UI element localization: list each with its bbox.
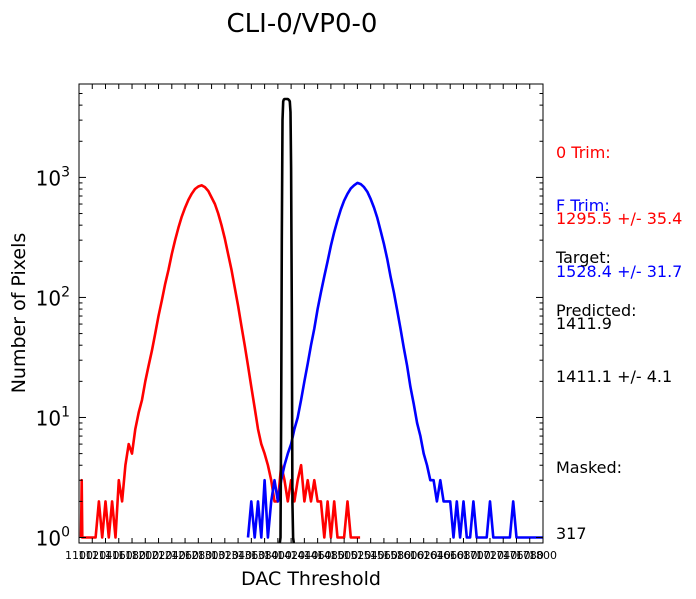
x-tick-label: 1700 (463, 549, 491, 562)
annotation-0-trim-label: 0 Trim: (556, 143, 611, 162)
annotation-0-trim: 0 Trim: 1295.5 +/- 35.4 (556, 98, 682, 252)
x-tick-label: 1160 (105, 549, 133, 562)
x-tick-label: 1780 (516, 549, 544, 562)
x-axis-label: DAC Threshold (241, 568, 381, 590)
x-tick-label: 1580 (383, 549, 411, 562)
x-tick-label: 1640 (423, 549, 451, 562)
y-axis-label: Number of Pixels (8, 233, 30, 394)
annotation-target: Target: 1411.9 (556, 203, 612, 357)
series-line-2 (278, 97, 296, 543)
annotation-f-trim-label: F Trim: (556, 196, 610, 215)
x-tick-label: 1540 (357, 549, 385, 562)
x-tick-label: 1660 (436, 549, 464, 562)
annotation-predicted-value: 1411.1 +/- 4.1 (556, 367, 673, 386)
annotation-0-trim-value: 1295.5 +/- 35.4 (556, 209, 683, 228)
x-tick-label: 1380 (251, 549, 279, 562)
y-tick-label: 102 (36, 284, 70, 310)
y-tick-label: 103 (36, 164, 70, 190)
plot-frame (78, 83, 544, 544)
x-tick-label: 1800 (529, 549, 557, 562)
x-tick-label: 1480 (317, 549, 345, 562)
x-tick-label: 1360 (237, 549, 265, 562)
x-tick-label: 1560 (370, 549, 398, 562)
x-tick-label: 1520 (343, 549, 371, 562)
x-tick-label: 1620 (410, 549, 438, 562)
x-tick-label: 1320 (211, 549, 239, 562)
x-tick-label: 1120 (78, 549, 106, 562)
x-tick-label: 1280 (184, 549, 212, 562)
annotation-target-label: Target: (556, 248, 611, 267)
x-tick-label: 1680 (449, 549, 477, 562)
x-tick-label: 1100 (65, 549, 93, 562)
annotation-masked-value: 317 (556, 524, 587, 543)
annotation-predicted-label: Predicted: (556, 301, 637, 320)
x-tick-label: 1760 (502, 549, 530, 562)
x-tick-label: 1340 (224, 549, 252, 562)
x-tick-label: 1420 (277, 549, 305, 562)
x-tick-label: 1400 (264, 549, 292, 562)
annotation-masked-label: Masked: (556, 458, 623, 477)
x-tick-label: 1720 (476, 549, 504, 562)
x-tick-label: 1600 (396, 549, 424, 562)
x-tick-label: 1140 (92, 549, 120, 562)
series-line-0 (79, 184, 361, 539)
x-tick-label: 1740 (489, 549, 517, 562)
x-tick-label: 1500 (330, 549, 358, 562)
x-tick-label: 1440 (290, 549, 318, 562)
y-axis-ticks: 100 101 102 103 (36, 83, 543, 551)
x-tick-label: 1300 (198, 549, 226, 562)
annotation-predicted: Predicted: 1411.1 +/- 4.1 (556, 256, 672, 410)
y-tick-label: 101 (36, 404, 70, 430)
x-tick-label: 1260 (171, 549, 199, 562)
chart-title: CLI-0/VP0-0 (227, 9, 378, 39)
y-tick-label: 100 (36, 525, 70, 551)
annotation-f-trim: F Trim: 1528.4 +/- 31.7 (556, 151, 682, 305)
x-tick-label: 1180 (118, 549, 146, 562)
x-axis-ticks: 1100112011401160118012001220124012601280… (65, 84, 557, 562)
x-tick-label: 1220 (145, 549, 173, 562)
x-tick-label: 1460 (304, 549, 332, 562)
series-layer (79, 97, 543, 543)
annotation-target-value: 1411.9 (556, 314, 612, 333)
x-tick-label: 1240 (158, 549, 186, 562)
x-tick-label: 1200 (131, 549, 159, 562)
annotation-masked: Masked: 317 (556, 413, 622, 567)
annotation-f-trim-value: 1528.4 +/- 31.7 (556, 262, 683, 281)
series-line-1 (246, 181, 543, 539)
